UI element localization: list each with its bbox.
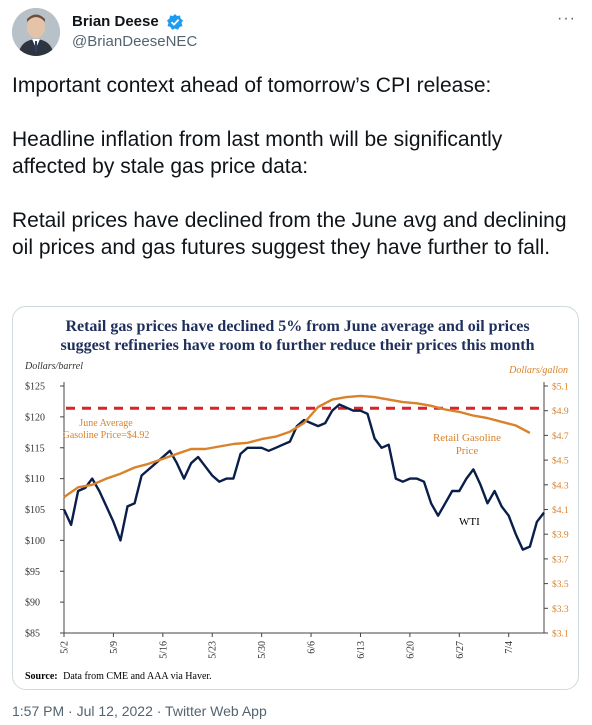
tweet-paragraph: Retail prices have declined from the Jun… — [12, 209, 567, 259]
tweet-timestamp[interactable]: 1:57 PM · Jul 12, 2022 · Twitter Web App — [12, 703, 267, 719]
left-axis-title: Dollars/barrel — [24, 361, 83, 372]
right-tick-label: $3.9 — [552, 530, 569, 541]
avatar[interactable] — [12, 8, 60, 56]
june-average-label-line-2: Gasoline Price=$4.92 — [63, 430, 150, 441]
right-tick-label: $4.3 — [552, 480, 569, 491]
left-tick-label: $105 — [25, 505, 45, 516]
chart-title: Retail gas prices have declined 5% from … — [25, 317, 570, 355]
source-prefix: Source: — [25, 671, 58, 682]
x-tick-label: 5/23 — [208, 641, 219, 659]
left-tick-label: $120 — [25, 412, 45, 423]
handle[interactable]: @BrianDeeseNEC — [72, 33, 198, 50]
right-tick-label: $3.3 — [552, 604, 569, 615]
right-axis-title: Dollars/gallon — [508, 365, 568, 376]
x-tick-label: 5/16 — [158, 641, 169, 659]
x-tick-label: 6/20 — [405, 641, 416, 659]
source-text: Data from CME and AAA via Haver. — [63, 671, 212, 682]
chart-svg: Dollars/barrel Dollars/gallon Source: Da… — [24, 361, 569, 682]
right-tick-label: $4.9 — [552, 406, 569, 417]
right-tick-label: $4.5 — [552, 456, 569, 467]
tweet-paragraph: Headline inflation from last month will … — [12, 128, 503, 178]
left-tick-label: $90 — [25, 598, 40, 609]
gasoline-series-label-line-2: Price — [456, 445, 479, 457]
gasoline-series-line — [63, 394, 531, 499]
display-name[interactable]: Brian Deese — [72, 13, 159, 30]
right-tick-label: $5.1 — [552, 382, 569, 393]
tweet-header: Brian Deese @BrianDeeseNEC ··· — [12, 8, 580, 58]
left-tick-label: $115 — [25, 443, 45, 454]
x-tick-label: 6/13 — [356, 641, 367, 659]
source-label: Source: Data from CME and AAA via Haver. — [25, 671, 212, 682]
wti-series-label: WTI — [459, 516, 480, 528]
left-tick-label: $85 — [25, 629, 40, 640]
right-tick-label: $3.1 — [552, 629, 569, 640]
gasoline-series-label-line-1: Retail Gasoline — [433, 432, 501, 444]
left-tick-label: $110 — [25, 474, 45, 485]
left-tick-label: $125 — [25, 382, 45, 393]
wti-series-line — [62, 403, 545, 551]
tweet-text: Important context ahead of tomorrow’s CP… — [12, 72, 582, 261]
chart-title-line-2: suggest refineries have room to further … — [60, 337, 535, 354]
june-average-label-line-1: June Average — [79, 418, 133, 429]
right-tick-label: $3.5 — [552, 579, 569, 590]
left-tick-label: $100 — [25, 536, 45, 547]
author-names: Brian Deese @BrianDeeseNEC — [72, 12, 197, 52]
x-tick-label: 5/30 — [257, 641, 268, 659]
x-tick-label: 6/6 — [307, 641, 318, 654]
chart-title-line-1: Retail gas prices have declined 5% from … — [65, 318, 530, 335]
x-tick-label: 7/4 — [504, 641, 515, 654]
x-tick-label: 5/2 — [60, 641, 71, 654]
right-tick-label: $3.7 — [552, 554, 569, 565]
right-tick-label: $4.7 — [552, 431, 569, 442]
more-options-icon[interactable]: ··· — [557, 10, 576, 27]
x-tick-label: 6/27 — [455, 641, 466, 659]
verified-badge-icon — [166, 13, 184, 31]
right-tick-label: $4.1 — [552, 505, 569, 516]
left-tick-label: $95 — [25, 567, 40, 578]
x-tick-label: 5/9 — [109, 641, 120, 654]
chart-image-card[interactable]: Retail gas prices have declined 5% from … — [12, 306, 579, 690]
tweet-paragraph: Important context ahead of tomorrow’s CP… — [12, 74, 492, 97]
